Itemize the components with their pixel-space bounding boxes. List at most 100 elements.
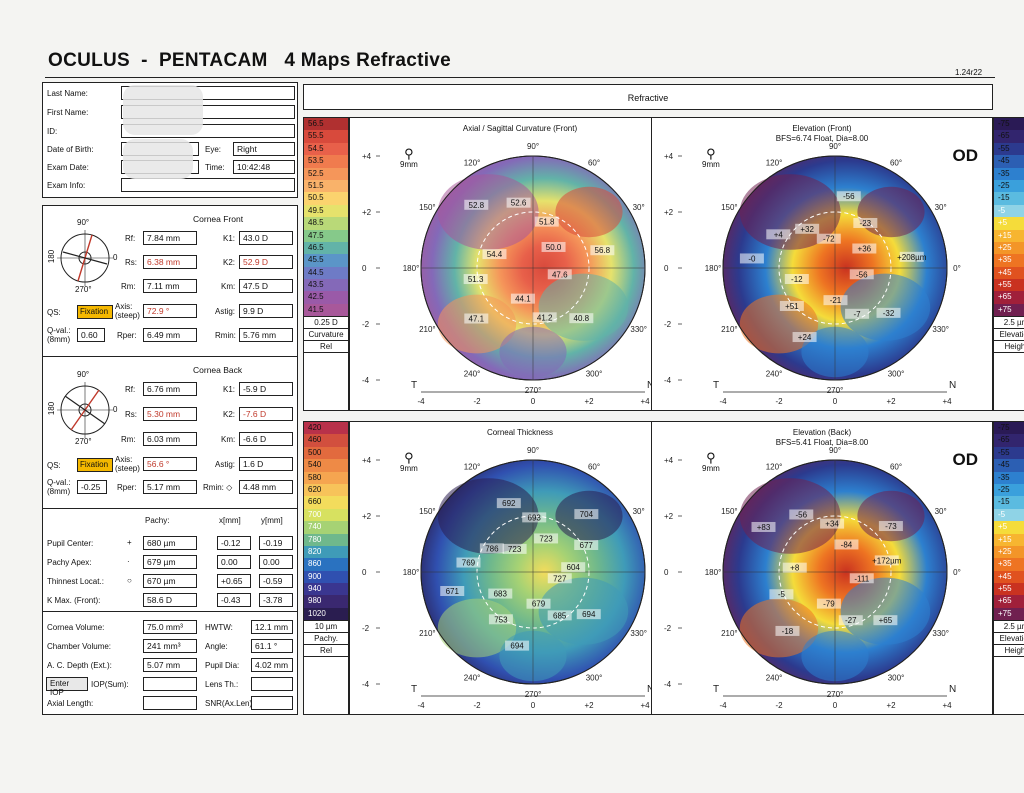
map-value-label: 683: [494, 590, 508, 599]
eye-field[interactable]: Right: [233, 142, 295, 156]
front-fixation-button[interactable]: Fixation: [77, 305, 113, 319]
angle-label: 330°: [630, 325, 647, 334]
map-panel-thickness[interactable]: Corneal ThicknessOD⚲9mm90°60°30°0°330°30…: [349, 421, 691, 715]
x-col-header: x[mm]: [219, 516, 241, 525]
map-value-label: +36: [858, 245, 872, 254]
y-tick-label: +4: [362, 152, 372, 161]
color-scale-thickness: 420 460 500 540 580 620 660 700 740 780 820 860 900 9…: [303, 421, 349, 715]
map-panel-axial[interactable]: Axial / Sagittal Curvature (Front)OD⚲9mm…: [349, 117, 691, 411]
back-qs-label: QS:: [47, 461, 61, 470]
topography-map[interactable]: 90°60°30°0°330°300°270°240°210°180°150°1…: [652, 422, 992, 714]
time-field[interactable]: 10:42:48: [233, 160, 295, 174]
exam-info-field[interactable]: [121, 178, 295, 192]
angle-label: 270°: [827, 690, 844, 699]
y-tick-label: -2: [664, 320, 672, 329]
nasal-label: N: [949, 684, 956, 695]
front-rs-value: 6.38 mm: [143, 255, 197, 269]
eye-od-label: OD: [952, 450, 979, 469]
angle-label: 150°: [419, 203, 436, 212]
angle-label: 240°: [464, 674, 481, 683]
zoom-control[interactable]: ⚲ 9mm: [702, 146, 720, 169]
magnifier-icon[interactable]: ⚲: [404, 146, 414, 161]
scale-step: -15: [994, 192, 1024, 205]
zoom-control[interactable]: ⚲ 9mm: [400, 146, 418, 169]
report-title: OCULUS - PENTACAM 4 Maps Refractive: [48, 50, 452, 71]
scale-step: 42.5: [304, 291, 348, 304]
x-tick-label: +2: [886, 397, 896, 406]
scale-step: +65: [994, 595, 1024, 608]
scale-step: +5: [994, 521, 1024, 534]
first-name-label: First Name:: [47, 108, 89, 117]
x-tick-label: +2: [584, 397, 594, 406]
map-value-label: 692: [502, 499, 516, 508]
map-title: Elevation (Back): [792, 428, 852, 437]
scale-step: +75: [994, 607, 1024, 621]
angle-label: 0°: [953, 568, 961, 577]
magnifier-icon[interactable]: ⚲: [404, 450, 414, 465]
topography-map[interactable]: 90°60°30°0°330°300°270°240°210°180°150°1…: [350, 422, 690, 714]
scale-step: -45: [994, 459, 1024, 472]
angle-label: 30°: [633, 507, 645, 516]
angle-label: 150°: [419, 507, 436, 516]
scale-step: +55: [994, 583, 1024, 596]
angle-label: 210°: [721, 325, 738, 334]
map-region: [437, 174, 539, 250]
exam-date-label: Exam Date:: [47, 163, 89, 172]
enter-iop-button[interactable]: Enter IOP: [46, 677, 88, 697]
y-tick-label: 0: [362, 264, 367, 273]
scale-step: -35: [994, 167, 1024, 180]
value-label-bg: [878, 521, 903, 532]
scale-step: 460: [304, 434, 348, 447]
magnifier-icon[interactable]: ⚲: [706, 450, 716, 465]
angle-label: 30°: [935, 507, 947, 516]
map-value-label: -27: [845, 616, 857, 625]
front-rf-label: Rf:: [125, 234, 136, 243]
pachy-row-label: K Max. (Front):: [47, 596, 101, 605]
value-label-bg: [769, 589, 794, 600]
map-subtitle: BFS=6.74 Float, Dia=8.00: [775, 134, 869, 143]
scale-step: 46.5: [304, 241, 348, 255]
scale-step: 660: [304, 496, 348, 509]
scale-step: +45: [994, 266, 1024, 280]
map-value-label: -56: [795, 510, 807, 519]
zoom-control[interactable]: ⚲ 9mm: [702, 450, 720, 473]
back-fixation-button[interactable]: Fixation: [77, 458, 113, 472]
cornea-back-title: Cornea Back: [193, 365, 243, 375]
y-tick-label: +4: [362, 456, 372, 465]
scale-step: -75: [994, 422, 1024, 435]
map-panel-elev_back[interactable]: Elevation (Back) BFS=5.41 Float, Dia=8.00…: [651, 421, 993, 715]
pachy-row-y: -3.78: [259, 593, 293, 607]
scale-step: 44.5: [304, 266, 348, 280]
x-tick-label: 0: [833, 397, 838, 406]
value-label-bg: [526, 598, 551, 609]
scale-mode: Rel: [304, 645, 348, 658]
pachy-row-x: -0.12: [217, 536, 251, 550]
angle-label: 90°: [829, 446, 841, 455]
pachy-row-value: 679 µm: [143, 555, 197, 569]
angle-label: 270°: [525, 690, 542, 699]
scale-step: +35: [994, 558, 1024, 571]
magnifier-icon[interactable]: ⚲: [706, 146, 716, 161]
value-label-bg: [853, 217, 878, 228]
map-value-label: +172µm: [872, 556, 902, 565]
deg-90: 90°: [77, 370, 90, 379]
map-region: [840, 273, 931, 341]
x-tick-label: -2: [473, 397, 481, 406]
map-region: [437, 598, 517, 658]
front-rper-label: Rper:: [117, 331, 137, 340]
deg-180: 180: [47, 249, 57, 264]
map-value-label: +32: [800, 225, 814, 234]
topography-map[interactable]: 90°60°30°0°330°300°270°240°210°180°150°1…: [652, 118, 992, 410]
topography-map[interactable]: 90°60°30°0°330°300°270°240°210°180°150°1…: [350, 118, 690, 410]
y-tick-label: 0: [664, 568, 669, 577]
scale-step: 41.5: [304, 303, 348, 317]
front-axis-steep-label: (steep): [115, 311, 140, 320]
y-tick-label: +2: [664, 512, 674, 521]
scale-step: 49.5: [304, 204, 348, 218]
cornea-front-axis-diagram: 90° 180 0 270°: [47, 218, 119, 294]
map-panel-elev_front[interactable]: Elevation (Front) BFS=6.74 Float, Dia=8.0…: [651, 117, 993, 411]
zoom-control[interactable]: ⚲ 9mm: [400, 450, 418, 473]
scale-name: Curvature: [304, 329, 348, 342]
angle-label: 210°: [419, 325, 436, 334]
map-region: [437, 294, 517, 354]
